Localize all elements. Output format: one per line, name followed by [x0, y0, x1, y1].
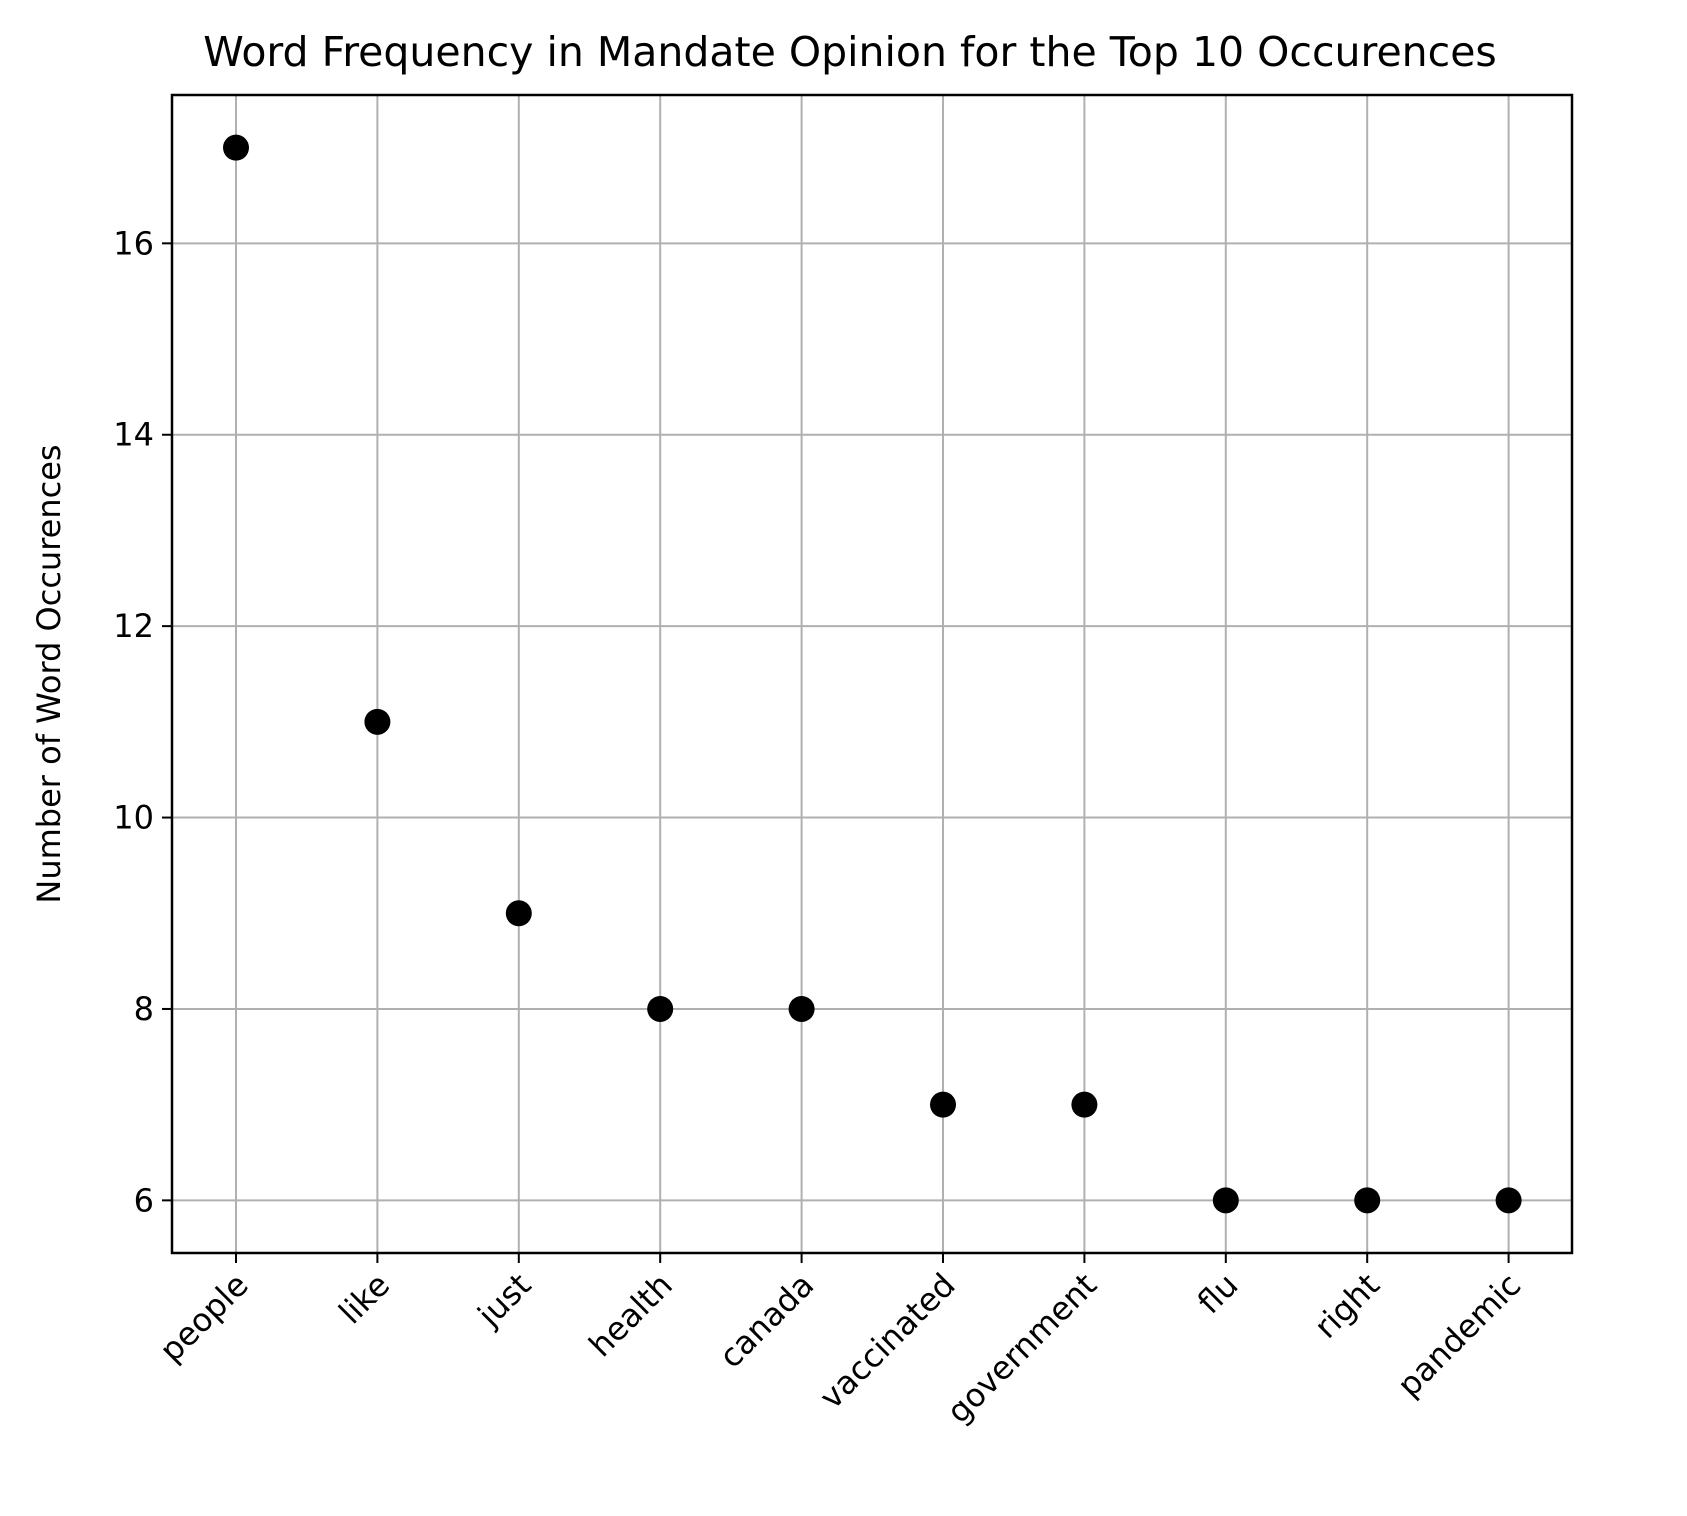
- data-point: [1212, 1187, 1239, 1214]
- data-point: [788, 995, 815, 1022]
- data-point: [223, 134, 249, 161]
- x-tick-label: pandemic: [1390, 1266, 1528, 1404]
- grid-lines: [172, 95, 1572, 1253]
- x-tick-label: right: [1307, 1266, 1387, 1346]
- y-axis-label: Number of Word Occurences: [30, 444, 68, 903]
- data-point: [1354, 1187, 1381, 1214]
- data-point: [1071, 1091, 1098, 1118]
- x-tick-label: health: [581, 1266, 679, 1364]
- chart-title: Word Frequency in Mandate Opinion for th…: [203, 28, 1497, 76]
- x-tick-label: flu: [1190, 1266, 1245, 1321]
- y-tick-label: 14: [113, 416, 154, 454]
- x-tick-label: just: [470, 1266, 539, 1335]
- x-tick-label: vaccinated: [812, 1266, 963, 1417]
- x-tick-label: people: [152, 1266, 256, 1370]
- x-tick-label: government: [939, 1266, 1104, 1431]
- data-point: [930, 1091, 956, 1118]
- data-point: [364, 708, 391, 735]
- data-point: [1495, 1187, 1522, 1214]
- y-tick-label: 10: [113, 799, 154, 837]
- data-points: [223, 134, 1522, 1214]
- data-point: [505, 900, 532, 927]
- y-tick-label: 6: [134, 1181, 154, 1219]
- plot-frame: [170, 93, 1574, 1255]
- axis-ticks: people like just health canadavaccinatedgove…: [113, 224, 1528, 1430]
- y-tick-label: 12: [113, 607, 154, 645]
- y-tick-label: 16: [113, 224, 154, 262]
- x-tick-label: like: [331, 1266, 397, 1332]
- y-tick-label: 8: [134, 990, 154, 1028]
- data-point: [647, 995, 674, 1022]
- x-tick-label: canada: [712, 1266, 822, 1376]
